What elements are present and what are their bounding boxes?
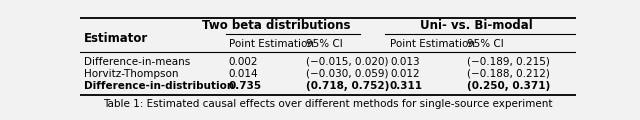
Text: (−0.015, 0.020): (−0.015, 0.020) (306, 57, 388, 66)
Text: 95% CI: 95% CI (306, 39, 342, 48)
Text: 0.002: 0.002 (229, 57, 259, 66)
Text: Estimator: Estimator (84, 32, 148, 45)
Text: 0.012: 0.012 (390, 69, 420, 78)
Text: Point Estimation: Point Estimation (390, 39, 475, 48)
Text: Uni- vs. Bi-modal: Uni- vs. Bi-modal (420, 19, 533, 32)
Text: (−0.189, 0.215): (−0.189, 0.215) (467, 57, 550, 66)
Text: 95% CI: 95% CI (467, 39, 504, 48)
Text: Horvitz-Thompson: Horvitz-Thompson (84, 69, 179, 78)
Text: (−0.188, 0.212): (−0.188, 0.212) (467, 69, 550, 78)
Text: 0.013: 0.013 (390, 57, 420, 66)
Text: 0.311: 0.311 (390, 81, 423, 91)
Text: Point Estimation: Point Estimation (229, 39, 314, 48)
Text: Difference-in-distribution: Difference-in-distribution (84, 81, 234, 91)
Text: Difference-in-means: Difference-in-means (84, 57, 190, 66)
Text: (0.250, 0.371): (0.250, 0.371) (467, 81, 550, 91)
Text: (0.718, 0.752): (0.718, 0.752) (306, 81, 389, 91)
Text: Table 1: Estimated causal effects over different methods for single-source exper: Table 1: Estimated causal effects over d… (103, 99, 553, 109)
Text: (−0.030, 0.059): (−0.030, 0.059) (306, 69, 388, 78)
Text: 0.014: 0.014 (229, 69, 259, 78)
Text: 0.735: 0.735 (229, 81, 262, 91)
Text: Two beta distributions: Two beta distributions (202, 19, 350, 32)
